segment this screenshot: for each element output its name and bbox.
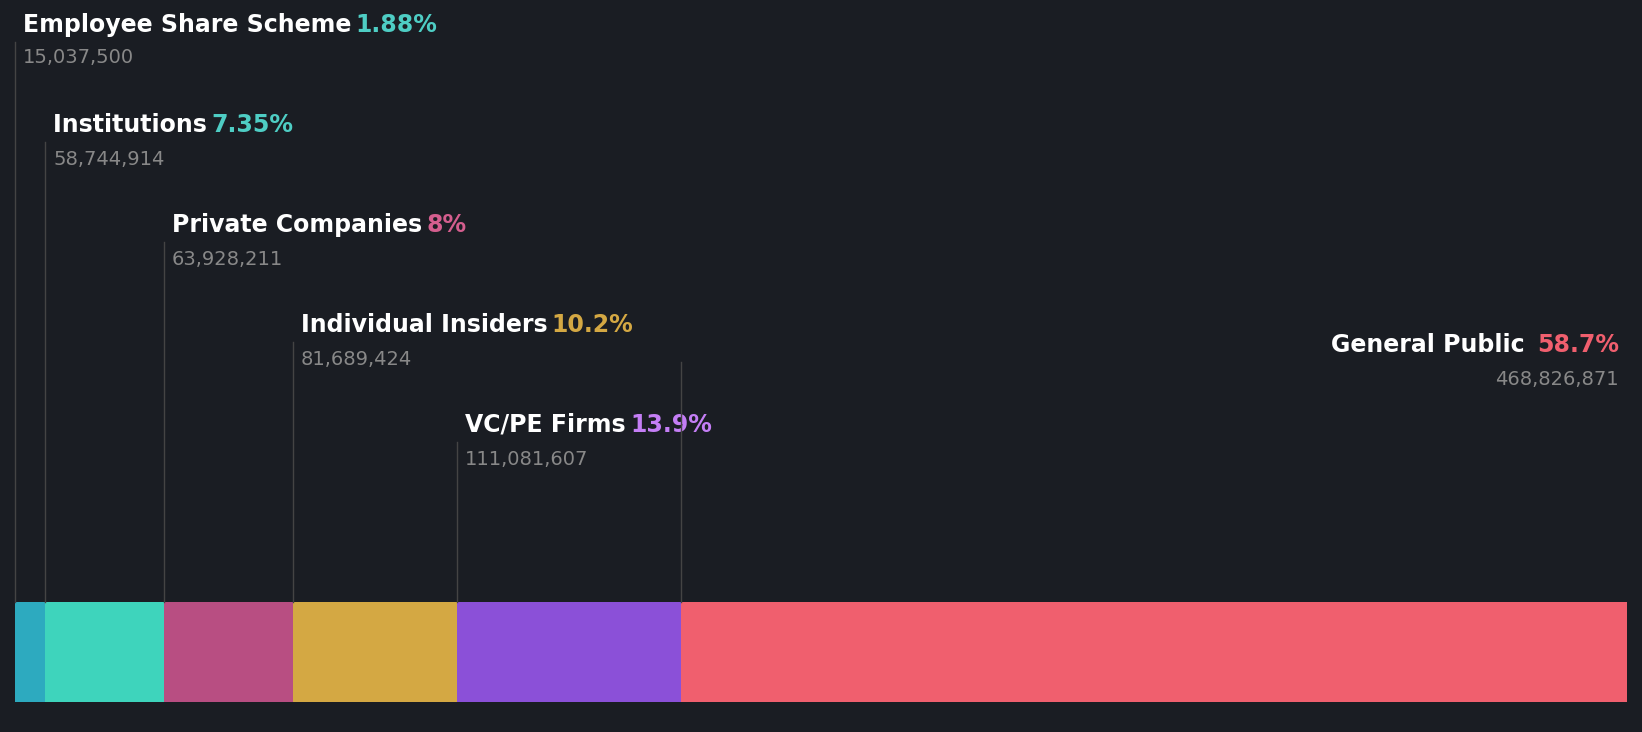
- Text: 8%: 8%: [427, 213, 466, 237]
- Text: 10.2%: 10.2%: [552, 313, 634, 337]
- Text: 111,081,607: 111,081,607: [465, 450, 588, 469]
- Bar: [164, 602, 292, 702]
- Text: 7.35%: 7.35%: [212, 113, 294, 137]
- Text: 63,928,211: 63,928,211: [172, 250, 282, 269]
- Text: 81,689,424: 81,689,424: [300, 350, 412, 369]
- Text: General Public: General Public: [1332, 333, 1534, 357]
- Bar: [15, 602, 46, 702]
- Text: 15,037,500: 15,037,500: [23, 48, 135, 67]
- Bar: [456, 602, 681, 702]
- Text: Institutions: Institutions: [53, 113, 215, 137]
- Text: 58,744,914: 58,744,914: [53, 150, 164, 169]
- Text: 468,826,871: 468,826,871: [1496, 370, 1619, 389]
- Text: VC/PE Firms: VC/PE Firms: [465, 413, 634, 437]
- Text: Private Companies: Private Companies: [172, 213, 430, 237]
- Bar: [46, 602, 164, 702]
- Text: 58.7%: 58.7%: [1537, 333, 1619, 357]
- Text: 1.88%: 1.88%: [356, 13, 437, 37]
- Bar: [292, 602, 456, 702]
- Bar: [681, 602, 1627, 702]
- Text: Employee Share Scheme: Employee Share Scheme: [23, 13, 360, 37]
- Text: 13.9%: 13.9%: [631, 413, 711, 437]
- Text: Individual Insiders: Individual Insiders: [300, 313, 555, 337]
